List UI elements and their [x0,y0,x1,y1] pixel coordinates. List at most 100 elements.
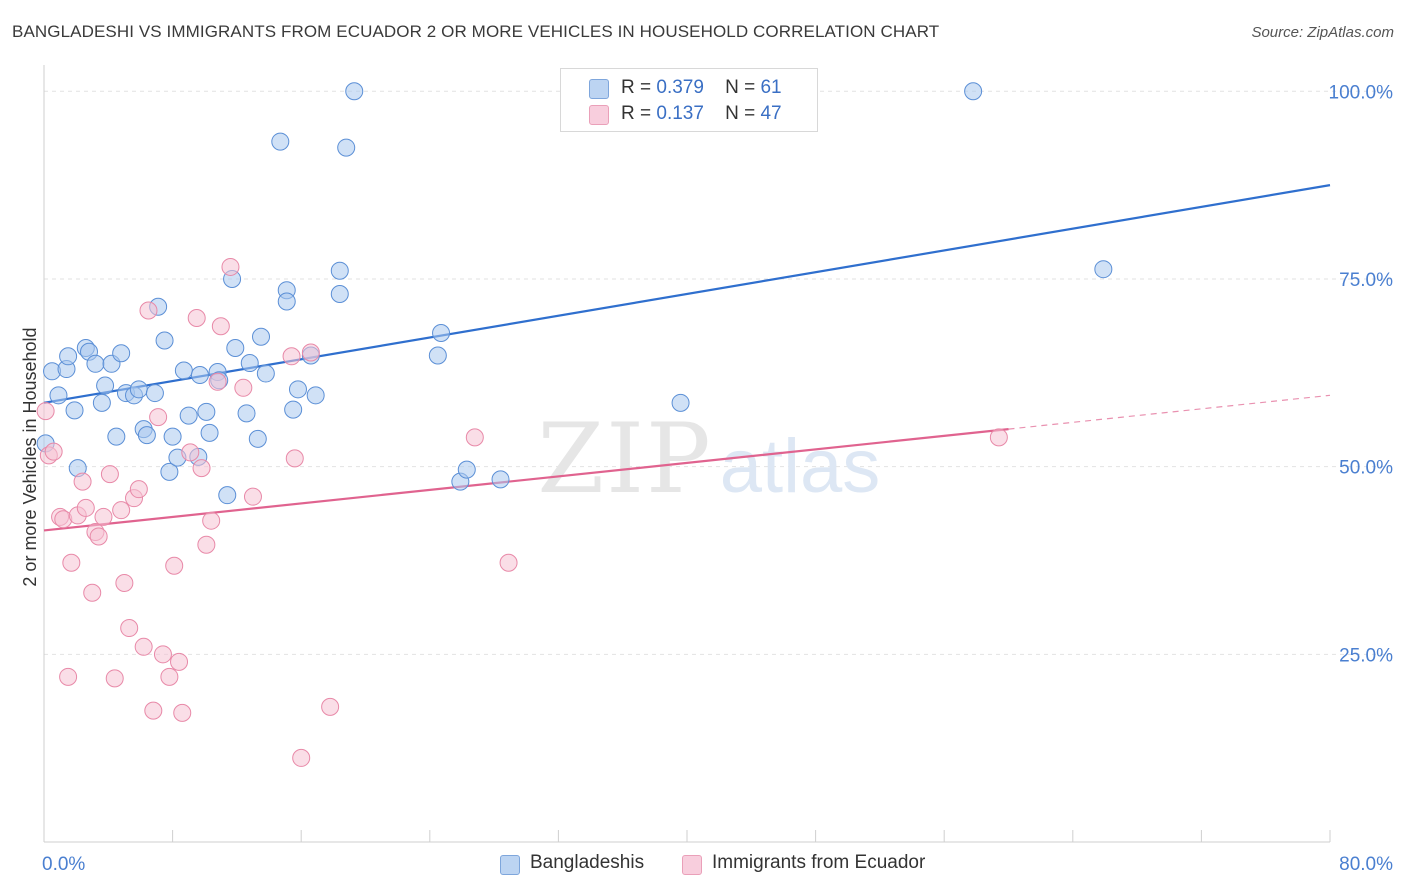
point-1-21 [135,638,152,655]
y-tick-label-2: 75.0% [1339,270,1393,291]
point-0-44 [278,293,295,310]
point-1-37 [222,258,239,275]
series-legend: Bangladeshis Immigrants from Ecuador [0,852,1406,878]
point-1-15 [106,670,123,687]
point-1-47 [990,429,1007,446]
point-1-9 [77,499,94,516]
point-0-50 [331,285,348,302]
point-0-5 [66,402,83,419]
point-0-22 [156,332,173,349]
stats-legend: R = 0.379 N = 61 R = 0.137 N = 47 [560,68,818,132]
y-tick-label-3: 100.0% [1329,82,1394,103]
point-1-40 [283,348,300,365]
point-0-40 [253,328,270,345]
point-1-42 [302,344,319,361]
legend-label-ecuador: Immigrants from Ecuador [712,852,925,874]
point-0-17 [130,381,147,398]
point-1-28 [171,653,188,670]
point-1-17 [116,575,133,592]
point-1-39 [244,488,261,505]
point-0-36 [227,340,244,357]
point-1-41 [286,450,303,467]
point-0-54 [433,325,450,342]
point-0-31 [201,424,218,441]
point-0-20 [146,385,163,402]
point-0-13 [108,428,125,445]
point-1-29 [174,704,191,721]
point-1-16 [113,502,130,519]
point-1-13 [95,508,112,525]
point-1-26 [161,668,178,685]
point-1-27 [166,557,183,574]
point-0-26 [175,362,192,379]
legend-swatch-bangladeshis [500,855,520,875]
point-1-31 [188,309,205,326]
point-0-58 [672,394,689,411]
point-0-57 [492,471,509,488]
point-1-12 [90,528,107,545]
point-0-52 [346,83,363,100]
point-0-53 [429,347,446,364]
point-1-5 [60,668,77,685]
point-1-45 [466,429,483,446]
point-1-34 [203,512,220,529]
point-1-43 [322,698,339,715]
point-0-9 [87,355,104,372]
point-1-20 [130,481,147,498]
point-0-19 [138,427,155,444]
n-value-2: 47 [760,103,781,124]
point-1-23 [145,702,162,719]
point-0-48 [307,387,324,404]
n-label-1: N = [725,77,755,98]
point-0-39 [249,430,266,447]
trend-line-ext-1 [1009,395,1331,429]
n-label-2: N = [725,103,755,124]
point-0-56 [458,461,475,478]
legend-swatch-ecuador [682,855,702,875]
point-0-4 [60,348,77,365]
point-0-2 [50,387,67,404]
point-1-24 [150,409,167,426]
point-0-45 [285,401,302,418]
swatch-bangladeshis [589,79,609,99]
watermark: ZIP atlas [537,403,880,515]
point-0-59 [965,83,982,100]
point-1-2 [45,443,62,460]
y-tick-label-1: 50.0% [1339,458,1393,479]
point-0-38 [241,355,258,372]
watermark-atlas: atlas [720,424,881,509]
point-1-36 [212,318,229,335]
point-0-24 [164,428,181,445]
point-0-10 [93,394,110,411]
y-tick-label-0: 25.0% [1339,645,1393,666]
point-1-46 [500,554,517,571]
point-1-32 [193,460,210,477]
y-axis-label: 2 or more Vehicles in Household [20,327,40,586]
point-1-6 [63,554,80,571]
point-1-25 [154,646,171,663]
point-1-10 [84,584,101,601]
point-0-34 [219,487,236,504]
point-0-51 [338,139,355,156]
trend-line-0 [44,185,1330,403]
point-0-29 [191,367,208,384]
point-0-11 [97,377,114,394]
legend-label-bangladeshis: Bangladeshis [530,852,644,874]
r-label-2: R = [621,103,651,124]
point-0-30 [198,403,215,420]
point-1-18 [121,620,138,637]
n-value-1: 61 [760,77,781,98]
tick-labels: 25.0% 50.0% 75.0% 100.0% 0.0% 80.0% [42,82,1393,875]
point-1-30 [182,444,199,461]
point-1-44 [293,749,310,766]
point-1-35 [209,373,226,390]
point-0-14 [113,345,130,362]
r-label-1: R = [621,77,651,98]
point-0-27 [180,407,197,424]
point-0-49 [331,262,348,279]
point-0-41 [257,365,274,382]
point-0-42 [272,133,289,150]
point-1-33 [198,536,215,553]
point-0-37 [238,405,255,422]
swatch-ecuador [589,105,609,125]
